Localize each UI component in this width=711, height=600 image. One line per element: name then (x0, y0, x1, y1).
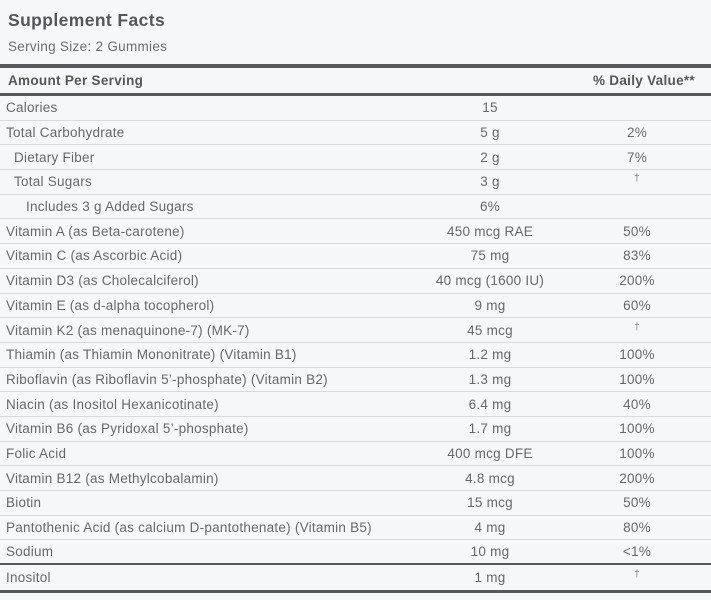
amount-value: 1.3 mg (468, 371, 512, 387)
facts-table-body: Calories 15 Total Carbohydrate 5 g 2% Dietary… (0, 96, 711, 593)
page-title: Supplement Facts (8, 10, 166, 30)
table-row: Calories 15 (0, 96, 711, 121)
nutrient-label: Biotin (6, 495, 42, 511)
nutrient-label: Sodium (6, 544, 54, 560)
amount-value: 1.2 mg (468, 347, 512, 363)
nutrient-label: Calories (6, 100, 58, 116)
table-row: Total Sugars 3 g † (0, 170, 711, 195)
amount-value: 9 mg (474, 297, 506, 313)
nutrient-label: Folic Acid (6, 445, 67, 461)
table-row: Thiamin (as Thiamin Mononitrate) (Vitami… (0, 343, 711, 368)
amount-value: 15 (482, 100, 498, 116)
nutrient-label: Dietary Fiber (14, 149, 95, 165)
amount-value: 4.8 mcg (465, 470, 515, 486)
table-row: Vitamin E (as d-alpha tocopherol) 9 mg 60% (0, 294, 711, 319)
amount-per-serving-header: Amount Per Serving (8, 73, 144, 88)
table-row: Vitamin A (as Beta-carotene) 450 mcg RAE 5… (0, 219, 711, 245)
nutrient-label: Vitamin A (as Beta-carotene) (6, 223, 185, 239)
table-row: Dietary Fiber 2 g 7% (0, 145, 711, 171)
daily-value: 100% (619, 445, 655, 461)
daily-value: 200% (619, 470, 655, 486)
daily-value: † (634, 568, 640, 580)
table-row: Inositol 1 mg † (0, 565, 711, 590)
nutrient-label: Total Carbohydrate (6, 125, 125, 141)
daily-value: 7% (626, 149, 647, 165)
nutrient-label: Thiamin (as Thiamin Mononitrate) (Vitami… (6, 347, 297, 363)
table-row: Pantothenic Acid (as calcium D-pantothen… (0, 516, 711, 541)
amount-value: 2 g (480, 149, 500, 165)
amount-value: 40 mcg (1600 IU) (435, 273, 545, 289)
nutrient-label: Inositol (6, 569, 51, 585)
nutrient-label: Vitamin E (as d-alpha tocopherol) (6, 297, 215, 313)
table-row: Riboflavin (as Riboflavin 5’-phosphate) … (0, 368, 711, 393)
daily-value: † (634, 173, 640, 185)
table-row: Vitamin B12 (as Methylcobalamin) 4.8 mcg 2… (0, 466, 711, 491)
daily-value: † (634, 321, 640, 333)
daily-value: 100% (619, 421, 655, 437)
daily-value: 200% (619, 273, 655, 289)
daily-value: 80% (623, 520, 651, 536)
nutrient-label: Vitamin C (as Ascorbic Acid) (6, 248, 183, 264)
amount-value: 75 mg (470, 248, 510, 264)
daily-value: 60% (623, 297, 651, 313)
amount-value: 5 g (480, 125, 500, 141)
amount-value: 1 mg (474, 569, 506, 585)
amount-value: 6.4 mg (468, 396, 512, 412)
nutrient-label: Vitamin B6 (as Pyridoxal 5’-phosphate) (6, 421, 249, 437)
daily-value: 100% (619, 347, 655, 363)
table-row: Biotin 15 mcg 50% (0, 491, 711, 516)
amount-value: 3 g (480, 174, 500, 190)
nutrient-label: Pantothenic Acid (as calcium D-pantothen… (6, 520, 372, 536)
serving-size-text: Serving Size: 2 Gummies (8, 39, 168, 54)
daily-value: 50% (623, 223, 651, 239)
amount-value: 6% (479, 199, 500, 215)
amount-value: 15 mcg (467, 495, 513, 511)
top-divider-bar (0, 64, 711, 68)
nutrient-label: Vitamin D3 (as Cholecalciferol) (6, 273, 199, 289)
daily-value-header: % Daily Value** (592, 73, 695, 88)
table-row: Vitamin K2 (as menaquinone-7) (MK-7) 45 m… (0, 318, 711, 343)
daily-value: 83% (623, 248, 651, 264)
amount-value: 1.7 mg (468, 421, 512, 437)
table-row: Vitamin D3 (as Cholecalciferol) 40 mcg (1… (0, 269, 711, 294)
header-divider-bar (0, 93, 711, 96)
table-row: Niacin (as Inositol Hexanicotinate) 6.4 m… (0, 392, 711, 417)
amount-value: 450 mcg RAE (446, 223, 534, 239)
amount-value: 400 mcg DFE (447, 445, 533, 461)
nutrient-label: Vitamin K2 (as menaquinone-7) (MK-7) (6, 322, 250, 338)
amount-value: 4 mg (474, 520, 506, 536)
table-row: Sodium 10 mg <1% (0, 540, 711, 566)
nutrient-label: Total Sugars (14, 174, 93, 190)
table-row: Vitamin B6 (as Pyridoxal 5’-phosphate) 1.… (0, 417, 711, 442)
table-row: Includes 3 g Added Sugars 6% (0, 195, 711, 220)
daily-value: 50% (623, 495, 651, 511)
table-row: Folic Acid 400 mcg DFE 100% (0, 442, 711, 467)
nutrient-label: Riboflavin (as Riboflavin 5’-phosphate) … (6, 371, 328, 387)
table-row: Vitamin C (as Ascorbic Acid) 75 mg 83% (0, 244, 711, 269)
daily-value: 40% (623, 396, 651, 412)
amount-value: 45 mcg (467, 322, 513, 338)
table-header-row: Amount Per Serving % Daily Value** (0, 68, 711, 93)
nutrient-label: Niacin (as Inositol Hexanicotinate) (6, 396, 219, 412)
nutrient-label: Vitamin B12 (as Methylcobalamin) (6, 470, 219, 486)
daily-value: <1% (622, 544, 652, 560)
table-row: Total Carbohydrate 5 g 2% (0, 121, 711, 146)
daily-value: 2% (626, 125, 647, 141)
nutrient-label: Includes 3 g Added Sugars (26, 199, 194, 215)
daily-value: 100% (619, 371, 655, 387)
amount-value: 10 mg (470, 544, 510, 560)
